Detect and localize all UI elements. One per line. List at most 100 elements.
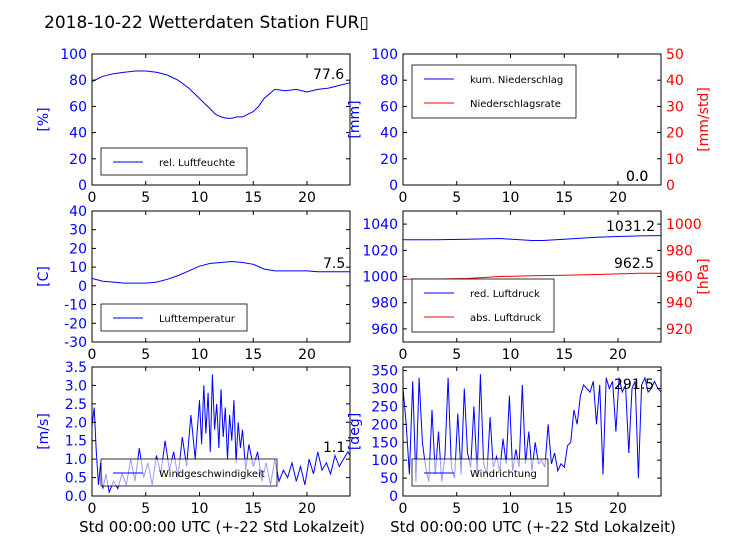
y2-axis-label-precip: [mm/std] [696, 87, 712, 152]
y-tick-label-precip: 80 [380, 73, 398, 89]
y-axis-label-humidity: [%] [36, 107, 52, 131]
y-tick-label-precip: 100 [371, 47, 398, 63]
y2-tick-label-precip: 20 [666, 126, 684, 142]
legend-label-pressure: abs. Luftdruck [470, 313, 541, 324]
legend-windspeed: Windgeschwindigkeit [100, 458, 278, 487]
legend-box-precip [411, 64, 577, 119]
plot-frame-precip [402, 53, 662, 186]
annotation-precip: 0.0 [626, 169, 648, 185]
y-tick-label-humidity: 80 [69, 73, 87, 89]
plot-frame-windspeed [91, 366, 351, 497]
x-tick-label-winddir: 15 [555, 501, 573, 517]
series-line-humidity-0 [91, 70, 351, 119]
series-line-pressure-0 [403, 235, 662, 241]
y-tick-label-humidity: 40 [69, 126, 87, 142]
x-tick-label-precip: 15 [555, 190, 573, 206]
legend-label-pressure: red. Luftdruck [470, 289, 540, 300]
x-tick-label-precip: 10 [502, 190, 520, 206]
annotation-precip: 0.0 [626, 169, 648, 185]
panel-pressure: 0 5 10 15 20 960 980 1000 1020 1040 920 940 960 980 10… [362, 210, 712, 363]
x-tick-label-humidity: 0 [88, 190, 97, 206]
panel-winddir: 0 5 10 15 20050100150200250300350[deg]Windri… [347, 364, 662, 517]
y-tick-label-humidity: 0 [78, 178, 87, 194]
annotation-temperature: 7.5 [323, 256, 345, 272]
legend-label-winddir: Windrichtung [470, 469, 537, 480]
series-line-temperature-0 [91, 260, 350, 284]
y-tick-label-winddir: 250 [371, 399, 398, 415]
x-tick-label-precip: 20 [609, 190, 627, 206]
y-tick-label-pressure: 980 [371, 296, 398, 312]
y-tick-label-temperature: 40 [69, 204, 87, 220]
x-tick-label-pressure: 10 [502, 347, 520, 363]
x-tick-label-precip: 0 [399, 190, 408, 206]
y2-tick-label-precip: 40 [666, 73, 684, 89]
annotation-winddir: 291.5 [614, 377, 654, 393]
y-tick-label-temperature: 0 [78, 279, 87, 295]
y2-tick-label-precip: 0 [666, 178, 675, 194]
legend-precip: kum. Niederschlag Niederschlagsrate [411, 64, 577, 119]
legend-label-precip: Niederschlagsrate [470, 99, 561, 110]
y-axis-label-precip: [mm] [347, 100, 363, 138]
y2-tick-label-precip: 50 [666, 47, 684, 63]
x-tick-label-temperature: 20 [298, 347, 316, 363]
y-tick-label-temperature: 10 [69, 260, 87, 276]
x-tick-label-humidity: 5 [141, 190, 150, 206]
y-axis-label-windspeed: [m/s] [36, 413, 52, 450]
y-tick-label-winddir: 150 [371, 435, 398, 451]
y-tick-label-winddir: 100 [371, 453, 398, 469]
y2-tick-label-precip: 30 [666, 99, 684, 115]
legend-label-windspeed: Windgeschwindigkeit [159, 469, 265, 480]
x-tick-label-winddir: 10 [502, 501, 520, 517]
y-tick-label-pressure: 1040 [362, 217, 398, 233]
y-tick-label-windspeed: 3.5 [65, 360, 87, 376]
legend-box-pressure [411, 278, 555, 333]
figure-title: 2018-10-22 Wetterdaten Station FUR▯ [44, 13, 369, 33]
y-tick-label-windspeed: 3.0 [65, 378, 87, 394]
y-tick-label-winddir: 300 [371, 382, 398, 398]
series-line-pressure-1 [403, 272, 661, 280]
y-tick-label-temperature: 30 [69, 223, 87, 239]
x-tick-label-temperature: 15 [244, 347, 262, 363]
y-tick-label-winddir: 50 [380, 471, 398, 487]
annotation-pressure: 962.5 [614, 256, 654, 272]
x-tick-label-pressure: 0 [399, 347, 408, 363]
y-tick-label-temperature: 20 [69, 241, 87, 257]
y-tick-label-precip: 60 [380, 99, 398, 115]
y-tick-label-precip: 20 [380, 152, 398, 168]
plot-frame-winddir [402, 366, 662, 497]
y-tick-label-winddir: 0 [389, 489, 398, 505]
panel-precip: 0 5 10 15 20 0 20 40 60 80 100 0 10 20 30 40 50 [mm] [mm/s… [347, 47, 712, 206]
x-axis-label-right: Std 00:00:00 UTC (+-22 Std Lokalzeit) [390, 518, 676, 536]
y-tick-label-windspeed: 1.0 [65, 452, 87, 468]
legend-humidity: rel. Luftfeuchte [100, 147, 248, 176]
y-tick-label-windspeed: 1.5 [65, 434, 87, 450]
y-tick-label-windspeed: 0.5 [65, 471, 87, 487]
x-tick-label-temperature: 5 [141, 347, 150, 363]
plot-frame-temperature [91, 210, 351, 343]
y-tick-label-humidity: 100 [60, 47, 87, 63]
plot-frame-humidity [91, 53, 351, 186]
legend-pressure: red. Luftdruck abs. Luftdruck [411, 278, 555, 333]
x-tick-label-windspeed: 0 [88, 501, 97, 517]
y-tick-label-windspeed: 2.0 [65, 415, 87, 431]
x-tick-label-temperature: 10 [191, 347, 209, 363]
x-axis-label-left: Std 00:00:00 UTC (+-22 Std Lokalzeit) [79, 518, 365, 536]
y-tick-label-pressure: 1000 [362, 270, 398, 286]
legend-winddir: Windrichtung [411, 458, 549, 487]
y-tick-label-pressure: 960 [371, 322, 398, 338]
x-tick-label-humidity: 15 [244, 190, 262, 206]
y2-tick-label-pressure: 1000 [666, 217, 702, 233]
y2-tick-label-pressure: 940 [666, 296, 693, 312]
x-tick-label-windspeed: 10 [191, 501, 209, 517]
x-tick-label-winddir: 20 [609, 501, 627, 517]
panel-humidity: 0 5 10 15 20 0 20 40 60 80 100 [%] rel. Luftfeuchte 7… [36, 47, 351, 206]
x-tick-label-pressure: 5 [452, 347, 461, 363]
y-tick-label-humidity: 20 [69, 152, 87, 168]
panel-windspeed: 0 5 10 15 20 0.0 0.5 1.0 1.5 2.0 2.5 3.0 3.5 [m/s] Win… [36, 360, 351, 517]
y-tick-label-windspeed: 2.5 [65, 397, 87, 413]
legend-temperature: Lufttemperatur [100, 303, 248, 332]
y-tick-label-temperature: -20 [64, 316, 87, 332]
y-tick-label-precip: 40 [380, 126, 398, 142]
